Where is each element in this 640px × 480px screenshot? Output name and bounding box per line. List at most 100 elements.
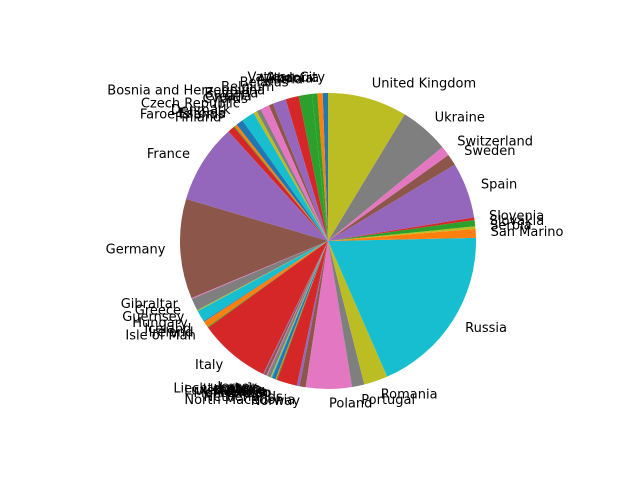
slice-label-switzerland: Switzerland (457, 134, 533, 149)
slice-label-netherlands: Netherlands (204, 390, 283, 405)
slice-label-vatican-city: Vatican City (248, 71, 326, 86)
slice-label-bosnia-and-herzegovina: Bosnia and Herzegovina (107, 83, 265, 98)
slice-label-luxembourg: Luxembourg (184, 384, 265, 399)
pie-slice-finland (228, 126, 328, 241)
pie-slice-gibraltar (191, 241, 328, 299)
pie-slice-cyprus (253, 111, 328, 241)
pie-slice-latvia (263, 241, 328, 376)
pie-slice-slovakia (328, 220, 476, 241)
pie-slice-switzerland (328, 147, 449, 241)
slice-label-spain: Spain (481, 178, 517, 193)
slice-label-serbia: Serbia (490, 219, 531, 234)
pie-slice-croatia (256, 109, 328, 241)
pie-slice-montenegro (276, 241, 328, 380)
slice-label-belgium: Belgium (221, 80, 274, 95)
pie-slice-spain (328, 164, 475, 241)
slice-label-moldova: Moldova (214, 385, 269, 400)
pie-slice-portugal (328, 241, 365, 388)
pie-slice-bosnia-and-herzegovina (268, 103, 328, 241)
pie-slice-netherlands (277, 241, 328, 386)
pie-slice-north-macedonia (296, 241, 328, 387)
pie-slice-denmark (236, 120, 328, 241)
slice-label-france: France (147, 147, 190, 162)
slice-label-bulgaria: Bulgaria (204, 86, 258, 101)
slice-label-slovenia: Slovenia (489, 209, 544, 224)
pie-slice-estonia (234, 124, 328, 241)
pie-slice-russia (328, 237, 477, 377)
pie-slice-luxembourg (270, 241, 328, 378)
slice-label-monaco: Monaco (220, 386, 271, 401)
pie-slice-bulgaria (260, 105, 328, 241)
pie-slice-serbia (328, 226, 476, 241)
slice-label-russia: Russia (465, 321, 507, 336)
slice-label-estonia: Estonia (178, 106, 226, 121)
slice-label-ireland: Ireland (149, 325, 194, 340)
slice-label-czech-republic: Czech Republic (141, 97, 240, 112)
slice-label-sweden: Sweden (464, 144, 515, 159)
pie-slice-slovenia (328, 217, 475, 241)
pie-slice-monaco (275, 241, 328, 380)
pie-slice-iceland (203, 241, 328, 322)
slice-label-gibraltar: Gibraltar (121, 297, 179, 312)
pie-slice-france (186, 131, 328, 241)
slice-label-liechtenstein: Liechtenstein (173, 382, 260, 397)
pie-slice-guernsey (197, 241, 328, 312)
slice-label-germany: Germany (106, 242, 166, 257)
pie-slice-albania (311, 93, 328, 241)
slice-label-montenegro: Montenegro (194, 386, 272, 401)
slice-label-malta: Malta (230, 384, 266, 399)
pie-labels: Vatican CityAndorraAlbaniaAustriaBelarus… (106, 71, 564, 412)
slice-label-norway: Norway (251, 394, 301, 409)
slice-label-lithuania: Lithuania (203, 383, 263, 398)
slice-label-faroe-islands: Faroe Islands (140, 108, 225, 123)
pie-slice-isle-of-man (207, 241, 328, 328)
pie-slice-austria (298, 93, 328, 241)
slice-label-guernsey: Guernsey (122, 310, 184, 325)
pie-slice-belgium (272, 99, 328, 241)
slice-label-romania: Romania (381, 388, 438, 403)
pie-slice-vatican-city (322, 93, 328, 241)
pie-slice-ireland (204, 241, 328, 328)
slice-label-cyprus: Cyprus (202, 92, 248, 107)
pie-slice-lithuania (267, 241, 328, 378)
pie-slice-norway (299, 241, 328, 388)
slice-label-finland: Finland (175, 110, 221, 125)
slice-label-latvia: Latvia (219, 381, 259, 396)
pie-slice-romania (328, 241, 388, 385)
pie-slice-moldova (272, 241, 328, 380)
pie-slice-san-marino (328, 228, 476, 241)
pie-slice-jersey (263, 241, 328, 375)
slice-label-portugal: Portugal (361, 393, 415, 408)
slice-label-ukraine: Ukraine (435, 110, 485, 125)
pie-slice-ukraine (328, 114, 443, 241)
pie-slice-andorra (317, 93, 328, 241)
pie-slice-united-kingdom (328, 93, 405, 241)
pie-slice-czech-republic (242, 113, 328, 241)
pie-slice-greece (191, 241, 328, 311)
slice-label-north-macedonia: North Macedonia (184, 393, 295, 408)
slice-label-iceland: Iceland (144, 322, 191, 337)
pie-slice-poland (305, 241, 353, 390)
slice-label-andorra: Andorra (267, 71, 319, 86)
slice-label-san-marino: San Marino (491, 225, 564, 240)
pie-slice-faroe-islands (233, 126, 328, 241)
slice-label-poland: Poland (329, 396, 372, 411)
slice-label-slovakia: Slovakia (490, 214, 545, 229)
pie-slice-liechtenstein (266, 241, 328, 376)
slice-label-belarus: Belarus (240, 76, 289, 91)
pie-slice-hungary (197, 241, 328, 322)
pie-slice-italy (208, 241, 328, 375)
slice-label-croatia: Croatia (205, 90, 252, 105)
slice-label-greece: Greece (135, 304, 181, 319)
pie-slice-malta (271, 241, 328, 379)
pie-slice-sweden (328, 154, 455, 241)
slice-label-jersey: Jersey (216, 380, 257, 395)
slice-label-albania: Albania (265, 71, 314, 86)
pie-slice-germany (180, 199, 328, 299)
slice-label-united-kingdom: United Kingdom (372, 77, 476, 92)
slice-label-italy: Italy (195, 358, 224, 373)
slice-label-hungary: Hungary (132, 316, 188, 331)
slice-label-austria: Austria (257, 73, 303, 88)
slice-label-denmark: Denmark (171, 103, 231, 118)
